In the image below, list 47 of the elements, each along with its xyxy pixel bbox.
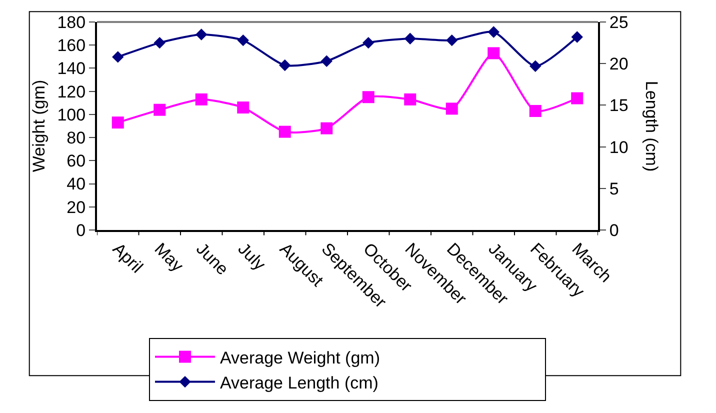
y2-tick-label: 20 xyxy=(609,54,628,74)
y-tick-label: 80 xyxy=(66,128,86,148)
point xyxy=(154,104,166,116)
y-tick-label: 20 xyxy=(66,198,86,217)
point xyxy=(362,36,374,49)
point xyxy=(279,59,291,72)
point xyxy=(237,34,249,46)
point xyxy=(154,36,166,49)
point xyxy=(446,34,458,46)
y2-tick-label: 15 xyxy=(609,96,628,116)
x-tick-label: April xyxy=(109,239,147,277)
x-tick-label: May xyxy=(150,239,188,276)
y-tick-label: 180 xyxy=(57,12,86,32)
y-tick-label: 120 xyxy=(57,82,86,102)
legend-label: Average Length (cm) xyxy=(220,373,378,392)
point xyxy=(488,26,500,38)
point xyxy=(530,60,542,72)
point xyxy=(362,91,374,104)
point xyxy=(404,32,416,44)
y2-tick-label: 10 xyxy=(609,138,628,157)
point xyxy=(112,116,124,129)
point xyxy=(237,102,250,114)
y-tick-label: 40 xyxy=(66,174,86,194)
point xyxy=(196,28,208,40)
y2-axis-title: Length (cm) xyxy=(642,80,662,172)
y-tick-label: 160 xyxy=(57,36,86,56)
y-axis-title: Weight (gm) xyxy=(29,80,48,172)
point xyxy=(446,102,458,115)
point xyxy=(278,126,291,138)
y-tick-label: 0 xyxy=(76,220,86,240)
legend-label: Average Weight (gm) xyxy=(220,348,380,368)
point xyxy=(488,47,500,60)
point xyxy=(571,31,583,43)
x-tick-label: July xyxy=(234,239,270,274)
y2-tick-label: 5 xyxy=(609,179,619,198)
point xyxy=(320,122,333,134)
point xyxy=(320,55,332,67)
point xyxy=(571,92,584,104)
y-tick-label: 60 xyxy=(66,152,86,171)
y-tick-label: 100 xyxy=(57,105,86,124)
point xyxy=(529,104,542,117)
point xyxy=(195,93,208,106)
y2-tick-label: 0 xyxy=(609,220,619,240)
point xyxy=(112,51,124,63)
point xyxy=(404,93,416,106)
y-tick-label: 140 xyxy=(57,59,86,78)
y2-tick-label: 25 xyxy=(609,12,628,32)
